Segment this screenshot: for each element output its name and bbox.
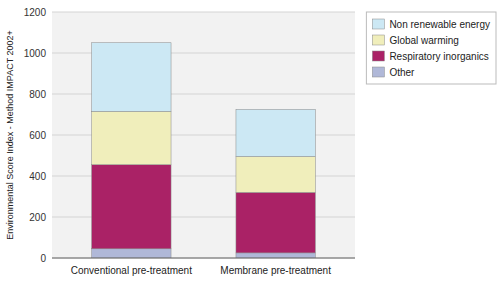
x-tick-label: Conventional pre-treatment [71,265,192,276]
bar-segment [236,157,315,193]
bar-segment [92,165,171,249]
y-tick-label: 600 [29,130,46,141]
bar-segment [92,43,171,112]
y-tick-label: 200 [29,212,46,223]
bar-segment [92,249,171,258]
grid-line [52,12,355,13]
chart: 0 200 400 600 800 1000 1200 Conventional pre-tr… [0,0,500,290]
x-axis-line [52,258,355,259]
bar-segment [236,253,315,258]
legend-swatch [372,51,384,61]
legend: Non renewable energy Global warming Respir… [366,12,496,84]
plot-area [52,12,355,258]
bar-segment [236,109,315,156]
y-tick-label: 800 [29,89,46,100]
bar-segment [92,111,171,164]
grid-line [52,258,355,259]
legend-label: Respiratory inorganics [389,51,489,62]
y-tick-label: 1000 [24,48,47,59]
legend-label: Global warming [389,35,458,46]
bar-segment [236,192,315,252]
y-axis-label: Environmental Score Index - Method IMPAC… [5,30,15,240]
x-tick-label: Membrane pre-treatment [220,265,331,276]
legend-label: Other [389,67,415,78]
legend-label: Non renewable energy [389,19,490,30]
legend-swatch [372,67,384,77]
legend-swatch [372,35,384,45]
legend-box [366,12,496,84]
y-tick-label: 1200 [24,7,47,18]
y-tick-label: 0 [40,253,46,264]
y-tick-label: 400 [29,171,46,182]
bars [92,43,316,258]
legend-swatch [372,19,384,29]
